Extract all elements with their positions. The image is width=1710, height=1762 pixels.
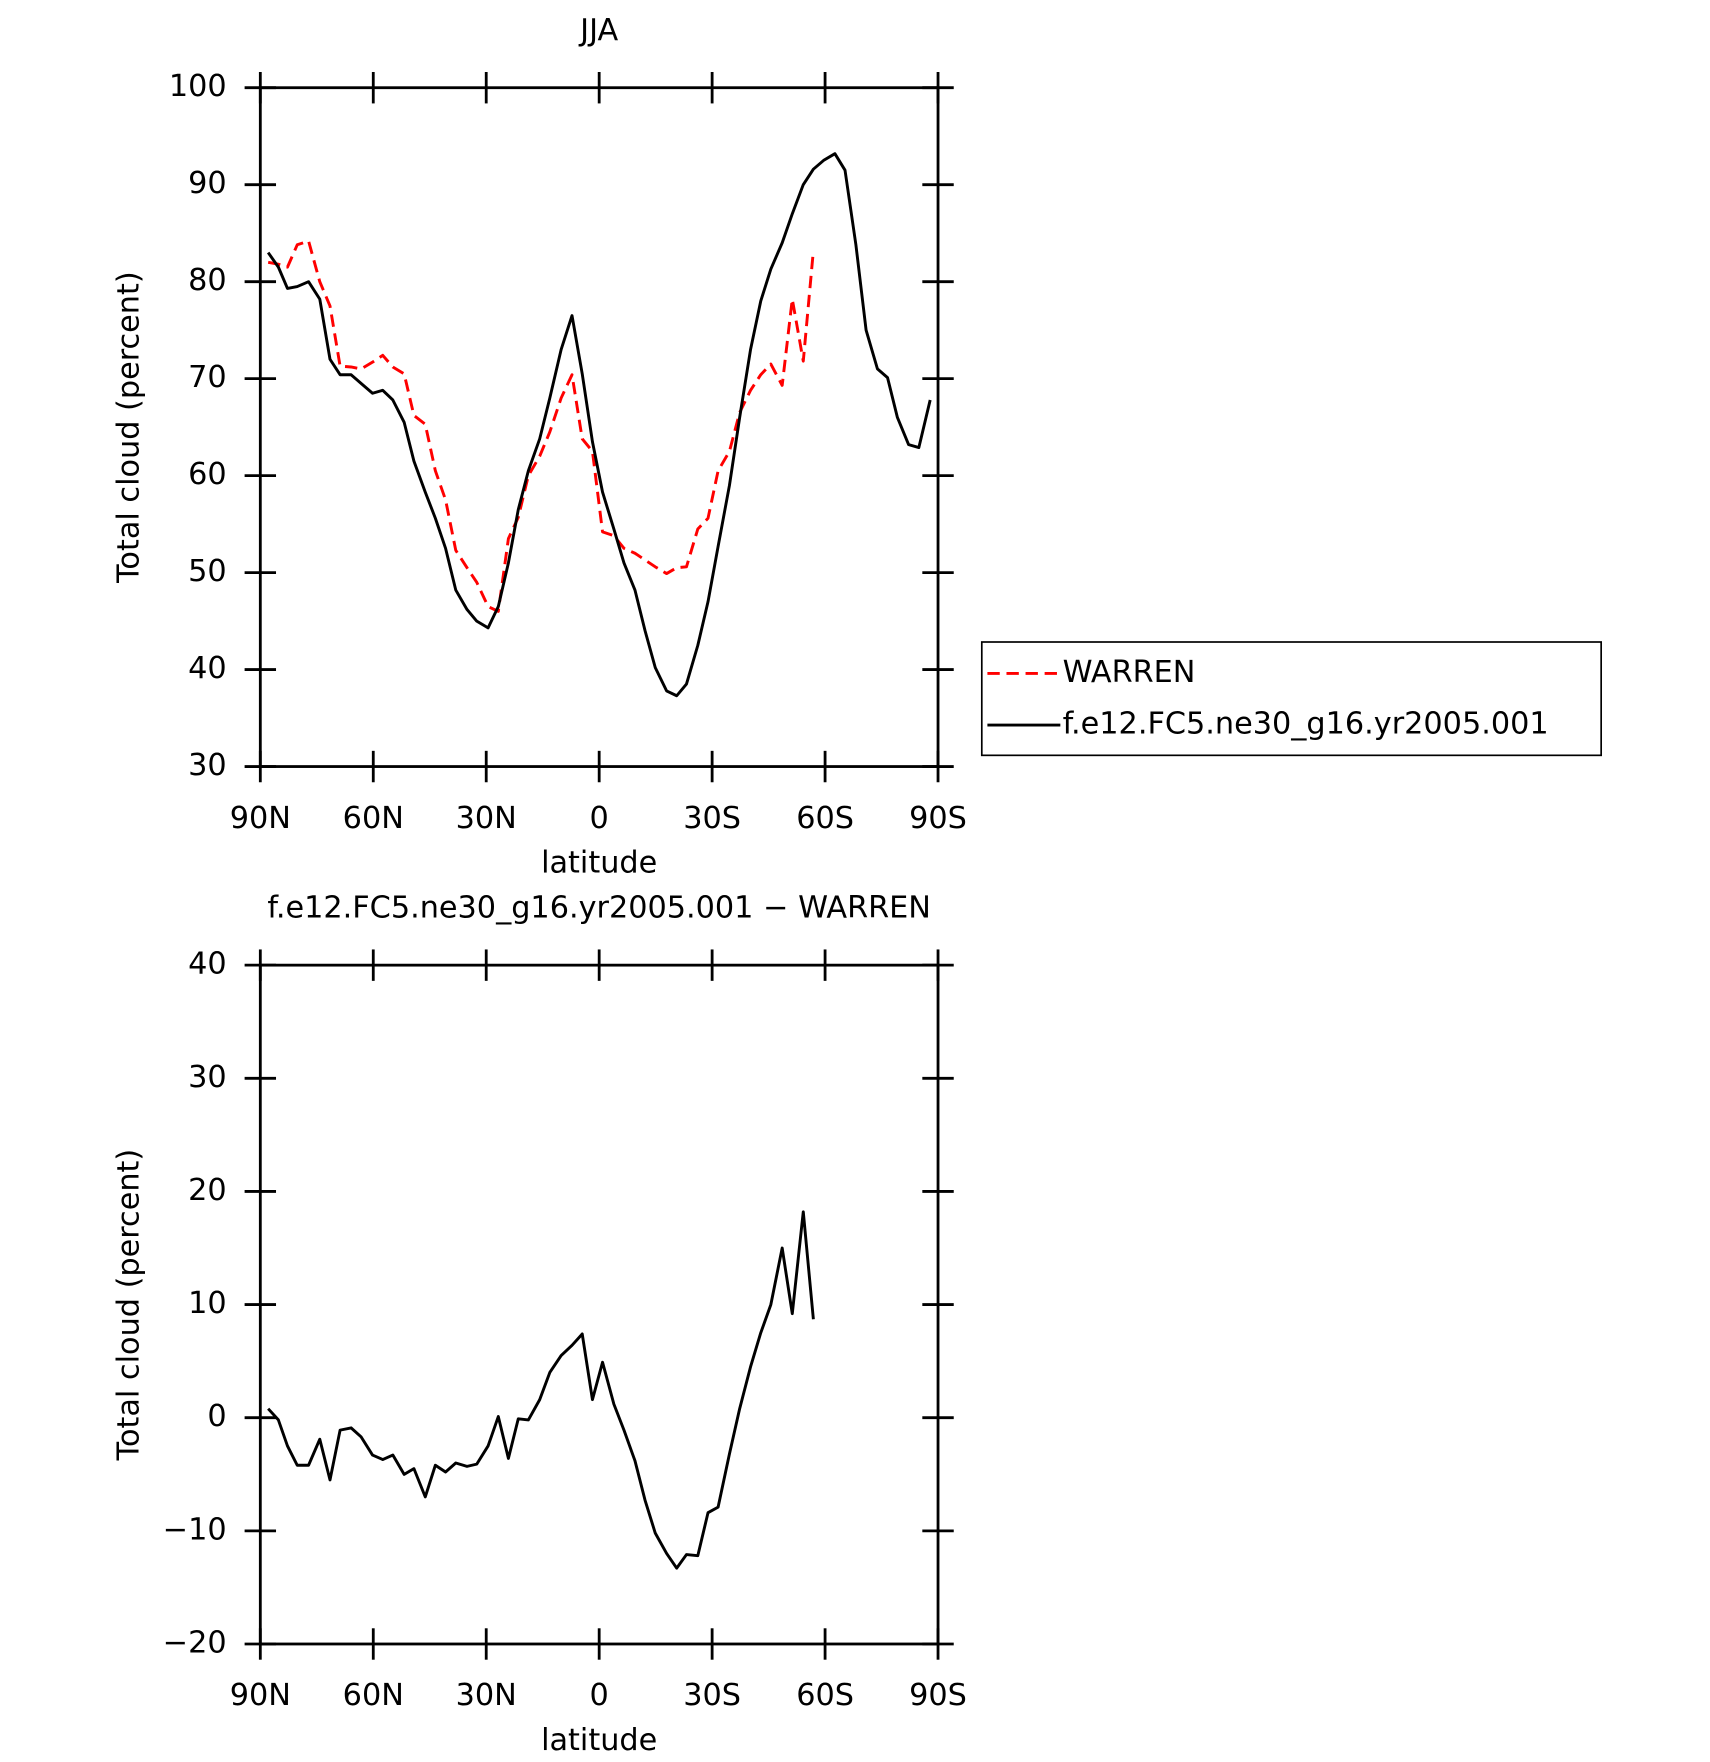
chart-title: f.e12.FC5.ne30_g16.yr2005.001 − WARREN — [267, 891, 931, 926]
y-tick-label: 80 — [188, 263, 227, 298]
x-tick-label: 60S — [796, 1678, 854, 1713]
x-tick-label: 60S — [796, 801, 854, 836]
x-axis-label: latitude — [541, 1723, 657, 1758]
y-tick-label: 100 — [169, 69, 227, 104]
y-tick-label: 40 — [188, 947, 227, 982]
y-tick-label: 10 — [188, 1286, 227, 1321]
y-axis-label: Total cloud (percent) — [112, 271, 147, 584]
data-line — [267, 239, 815, 613]
x-tick-label: 90N — [230, 801, 291, 836]
x-tick-label: 0 — [590, 801, 609, 836]
y-tick-label: −10 — [163, 1512, 227, 1547]
x-axis-label: latitude — [541, 846, 657, 881]
data-line — [266, 152, 932, 698]
y-tick-label: 0 — [207, 1399, 226, 1434]
x-tick-label: 60N — [343, 1678, 404, 1713]
plot-frame — [258, 86, 940, 768]
data-line — [267, 1210, 815, 1570]
x-tick-label: 90S — [909, 1678, 967, 1713]
y-tick-label: 50 — [188, 554, 227, 589]
x-tick-label: 30S — [683, 801, 741, 836]
plot-frame — [258, 963, 940, 1646]
y-tick-label: 70 — [188, 360, 227, 395]
chart-title: JJA — [578, 13, 618, 48]
y-tick-label: 40 — [188, 651, 227, 686]
x-tick-label: 90N — [230, 1678, 291, 1713]
y-tick-label: 60 — [188, 457, 227, 492]
x-tick-label: 30N — [456, 1678, 517, 1713]
x-tick-label: 0 — [590, 1678, 609, 1713]
y-tick-label: 20 — [188, 1173, 227, 1208]
x-tick-label: 30N — [456, 801, 517, 836]
legend-box — [980, 641, 1603, 757]
x-tick-label: 30S — [683, 1678, 741, 1713]
y-tick-label: 90 — [188, 166, 227, 201]
y-tick-label: 30 — [188, 748, 227, 783]
legend-label: f.e12.FC5.ne30_g16.yr2005.001 — [1063, 707, 1549, 742]
legend-label: WARREN — [1063, 655, 1196, 690]
y-axis-label: Total cloud (percent) — [112, 1149, 147, 1462]
y-tick-label: −20 — [163, 1625, 227, 1660]
x-tick-label: 60N — [343, 801, 404, 836]
x-tick-label: 90S — [909, 801, 967, 836]
y-tick-label: 30 — [188, 1060, 227, 1095]
